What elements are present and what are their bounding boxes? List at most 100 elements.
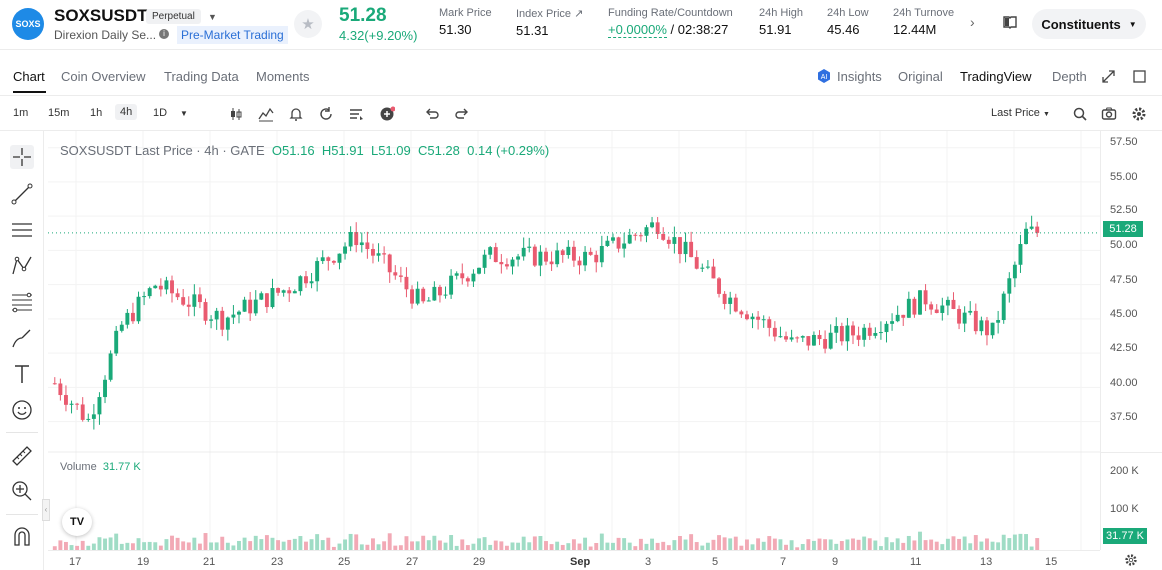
volume-bar xyxy=(1035,538,1040,550)
volume-bar xyxy=(873,540,878,550)
candle-body xyxy=(923,290,928,305)
symbol-title[interactable]: SOXSUSDT xyxy=(54,6,148,25)
price-type-select[interactable]: Last Price ▼ xyxy=(991,107,1050,119)
timeframe-4h[interactable]: 4h xyxy=(115,104,138,120)
volume-bar xyxy=(331,546,336,550)
tab-moments[interactable]: Moments xyxy=(256,69,310,84)
emoji-icon[interactable] xyxy=(10,398,34,422)
candle-type-icon[interactable] xyxy=(228,106,244,122)
tab-trading-data[interactable]: Trading Data xyxy=(164,69,239,84)
candle-body xyxy=(973,310,978,332)
redo-icon[interactable] xyxy=(454,106,470,122)
timeframe-dropdown-icon[interactable]: ▼ xyxy=(180,109,188,118)
stat-index-price[interactable]: Index Price ↗ 51.31 xyxy=(516,7,583,38)
candle-body xyxy=(415,288,420,304)
pre-market-badge[interactable]: Pre-Market Trading xyxy=(177,26,288,44)
favorite-star-icon[interactable]: ★ xyxy=(294,10,322,38)
axis-settings-icon[interactable] xyxy=(1124,553,1138,567)
volume-bar xyxy=(97,537,102,550)
magnet-icon[interactable] xyxy=(10,525,34,549)
stat-value: 12.44M xyxy=(893,22,937,37)
constituents-button[interactable]: Constituents ▼ xyxy=(1032,9,1146,39)
candle-body xyxy=(717,278,721,294)
volume-bar xyxy=(962,536,967,550)
candle-body xyxy=(890,321,895,324)
camera-icon[interactable] xyxy=(1101,106,1117,122)
volume-bar xyxy=(571,539,576,550)
candle-body xyxy=(616,237,621,249)
horizontal-lines-icon[interactable] xyxy=(10,218,34,242)
tradingview-logo-icon[interactable]: TV xyxy=(62,508,92,536)
tab-insights[interactable]: Insights xyxy=(837,69,882,84)
book-icon[interactable] xyxy=(1002,14,1018,30)
volume-bar xyxy=(482,537,487,550)
last-price: 51.28 xyxy=(339,5,387,26)
candle-body xyxy=(443,294,448,296)
tab-chart[interactable]: Chart xyxy=(13,69,45,84)
volume-bar xyxy=(220,536,225,550)
tab-original[interactable]: Original xyxy=(898,69,943,84)
x-tick: 7 xyxy=(780,556,787,568)
candle-body xyxy=(304,276,308,284)
timeframe-1h[interactable]: 1h xyxy=(90,107,103,119)
text-tool-icon[interactable] xyxy=(10,362,34,386)
volume-bar xyxy=(493,540,498,550)
candle-body xyxy=(371,249,375,256)
pane-divider xyxy=(1101,452,1162,453)
ruler-icon[interactable] xyxy=(10,444,34,468)
volume-bar xyxy=(934,541,939,550)
templates-icon[interactable] xyxy=(348,106,364,122)
zoom-in-icon[interactable] xyxy=(10,479,34,503)
volume-bar xyxy=(728,538,733,550)
stat-mark-price: Mark Price 51.30 xyxy=(439,7,492,37)
fib-retracement-icon[interactable] xyxy=(10,290,34,314)
trend-line-icon[interactable] xyxy=(10,182,34,206)
brush-icon[interactable] xyxy=(10,326,34,350)
indicators-icon[interactable] xyxy=(258,106,274,122)
add-compare-icon[interactable] xyxy=(379,106,395,122)
replay-icon[interactable] xyxy=(318,106,334,122)
candle-body xyxy=(527,246,532,248)
pattern-icon[interactable] xyxy=(10,254,34,278)
volume-bar xyxy=(69,545,74,550)
volume-bar xyxy=(672,540,677,550)
stat-label: Funding Rate/Countdown xyxy=(608,7,733,19)
candlestick-chart[interactable] xyxy=(48,131,1100,550)
candle-body xyxy=(136,296,141,322)
candle-body xyxy=(728,297,733,304)
search-icon[interactable] xyxy=(1072,106,1088,122)
tab-coin-overview[interactable]: Coin Overview xyxy=(61,69,146,84)
window-icon[interactable] xyxy=(1133,70,1146,83)
candle-body xyxy=(264,293,269,308)
info-icon[interactable]: i xyxy=(159,29,169,39)
volume-bar xyxy=(862,536,867,550)
candle-body xyxy=(130,312,135,322)
settings-gear-icon[interactable] xyxy=(1131,106,1147,122)
timeframe-15m[interactable]: 15m xyxy=(48,107,70,119)
tab-tradingview[interactable]: TradingView xyxy=(960,69,1032,84)
time-axis[interactable]: 17 19 21 23 25 27 29 Sep 3 5 7 9 11 13 1… xyxy=(48,550,1100,570)
candle-body xyxy=(789,337,794,340)
candle-body xyxy=(549,261,554,265)
candle-body xyxy=(393,272,398,276)
volume-bar xyxy=(722,537,727,550)
candle-body xyxy=(627,234,632,244)
candle-body xyxy=(795,337,800,339)
volume-bar xyxy=(119,543,124,550)
ticker-header: SOXS SOXSUSDT Perpetual ▼ Direxion Daily… xyxy=(0,0,1162,50)
undo-icon[interactable] xyxy=(424,106,440,122)
collapse-toolbar-handle[interactable]: ‹ xyxy=(42,499,50,521)
expand-icon[interactable] xyxy=(1102,70,1115,83)
timeframe-1m[interactable]: 1m xyxy=(13,107,29,119)
candle-body xyxy=(828,332,833,349)
alert-icon[interactable] xyxy=(288,106,304,122)
candle-body xyxy=(192,294,197,307)
price-axis[interactable]: 57.50 55.00 52.50 50.00 47.50 45.00 42.5… xyxy=(1100,131,1162,550)
crosshair-icon[interactable] xyxy=(10,145,34,169)
symbol-dropdown-icon[interactable]: ▼ xyxy=(208,12,217,22)
chevron-right-icon[interactable]: › xyxy=(970,14,975,30)
tab-depth[interactable]: Depth xyxy=(1052,69,1087,84)
volume-bar xyxy=(851,538,855,550)
timeframe-1d[interactable]: 1D xyxy=(153,107,168,119)
candle-body xyxy=(778,336,783,338)
